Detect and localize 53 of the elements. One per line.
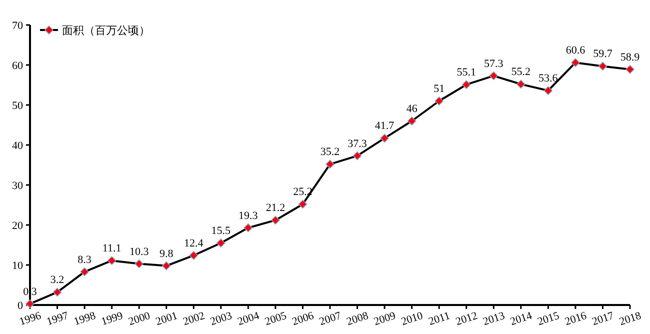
data-label: 60.6	[566, 44, 586, 57]
x-tick-label: 2002	[182, 310, 206, 328]
data-label: 21.2	[266, 202, 286, 214]
data-label: 8.3	[78, 254, 92, 266]
x-tick-label: 2018	[618, 310, 644, 328]
data-label: 46	[406, 103, 418, 115]
x-tick-label: 2010	[400, 310, 425, 328]
data-label: 37.3	[348, 138, 368, 150]
y-tick-label: 40	[12, 140, 24, 152]
x-tick-label: 2007	[318, 310, 344, 328]
x-tick-label: 2014	[508, 310, 534, 328]
y-tick-label: 20	[12, 220, 24, 232]
y-tick-label: 30	[12, 180, 24, 192]
y-tick-label: 0	[18, 300, 24, 312]
data-label: 55.1	[456, 66, 476, 79]
y-tick-label: 10	[12, 260, 24, 272]
x-tick-label: 2013	[482, 310, 507, 328]
data-label: 19.3	[238, 210, 258, 222]
x-tick-label: 2009	[372, 310, 398, 328]
y-tick-label: 70	[12, 20, 24, 32]
x-tick-label: 2006	[290, 310, 316, 328]
x-tick-label: 2000	[127, 310, 152, 328]
x-tick-label: 2015	[536, 310, 562, 328]
y-tick-label: 60	[12, 60, 24, 72]
x-tick-label: 1999	[100, 310, 125, 328]
data-label: 53.6	[538, 72, 558, 85]
x-tick-label: 2017	[590, 310, 616, 328]
data-label: 9.8	[159, 248, 174, 260]
data-label: 51	[434, 83, 445, 95]
data-label: 12.4	[184, 237, 204, 250]
x-tick-label: 2008	[345, 310, 370, 328]
x-tick-label: 1998	[72, 310, 98, 328]
x-tick-label: 2001	[154, 310, 179, 328]
x-tick-label: 1997	[45, 310, 70, 328]
data-label: 15.5	[211, 225, 232, 237]
x-tick-label: 1996	[18, 310, 44, 328]
x-tick-label: 2004	[236, 310, 262, 328]
data-label: 35.2	[320, 146, 340, 158]
data-label: 55.2	[511, 66, 531, 78]
y-tick-label: 50	[12, 100, 24, 112]
x-tick-label: 2016	[563, 310, 589, 328]
data-label: 58.9	[620, 51, 640, 64]
data-label: 10.3	[129, 246, 150, 258]
data-label: 59.7	[593, 48, 613, 60]
x-tick-label: 2011	[427, 310, 452, 328]
x-tick-label: 2012	[454, 310, 479, 328]
legend-label: 面积（百万公顷）	[62, 25, 150, 37]
data-label: 3.2	[50, 274, 64, 286]
data-label: 41.7	[374, 120, 395, 132]
x-tick-label: 2005	[263, 310, 289, 328]
data-label: 11.1	[102, 242, 122, 255]
x-tick-label: 2003	[208, 310, 234, 328]
data-label: 57.3	[484, 58, 504, 70]
